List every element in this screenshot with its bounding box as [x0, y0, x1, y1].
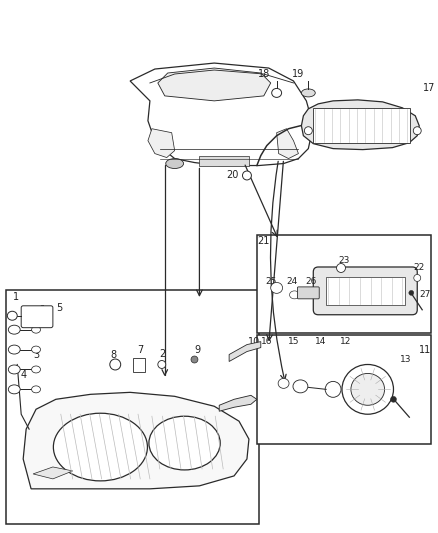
Ellipse shape	[149, 416, 220, 470]
FancyBboxPatch shape	[21, 306, 53, 328]
Bar	[326, 277, 406, 305]
Ellipse shape	[32, 326, 40, 333]
Text: 26: 26	[306, 277, 317, 286]
Ellipse shape	[409, 290, 414, 295]
Ellipse shape	[8, 325, 20, 334]
Ellipse shape	[351, 374, 385, 405]
Ellipse shape	[166, 158, 184, 168]
Text: 13: 13	[399, 355, 411, 364]
Ellipse shape	[414, 274, 421, 281]
Ellipse shape	[293, 380, 308, 393]
Ellipse shape	[278, 378, 289, 389]
Polygon shape	[277, 129, 298, 158]
Bar	[257, 235, 431, 333]
Polygon shape	[148, 129, 175, 158]
Text: 4: 4	[20, 370, 26, 381]
Text: 11: 11	[419, 344, 431, 354]
Polygon shape	[301, 100, 419, 150]
Polygon shape	[158, 68, 271, 101]
Bar	[133, 358, 145, 373]
FancyBboxPatch shape	[297, 287, 319, 299]
Text: 5: 5	[56, 303, 62, 313]
Polygon shape	[130, 63, 313, 166]
Text: 21: 21	[258, 236, 270, 246]
Ellipse shape	[32, 386, 40, 393]
Ellipse shape	[32, 366, 40, 373]
Ellipse shape	[290, 291, 300, 299]
Ellipse shape	[110, 359, 121, 370]
Text: 18: 18	[258, 69, 270, 79]
Polygon shape	[229, 342, 261, 361]
Text: 10: 10	[248, 337, 260, 346]
Text: 19: 19	[292, 69, 304, 79]
FancyBboxPatch shape	[313, 267, 417, 315]
Ellipse shape	[243, 171, 251, 180]
Text: 25: 25	[265, 277, 276, 286]
Text: 27: 27	[420, 290, 431, 300]
Text: 24: 24	[286, 277, 297, 286]
Text: 7: 7	[137, 344, 143, 354]
Bar	[199, 156, 249, 166]
Ellipse shape	[191, 356, 198, 363]
Ellipse shape	[7, 311, 17, 320]
Text: 22: 22	[413, 263, 425, 272]
Text: 16: 16	[261, 337, 272, 346]
Ellipse shape	[336, 263, 346, 272]
Ellipse shape	[304, 127, 312, 135]
Text: 14: 14	[314, 337, 326, 346]
Polygon shape	[33, 467, 73, 479]
Text: 6: 6	[38, 305, 44, 315]
Text: 2: 2	[160, 349, 166, 359]
Text: 8: 8	[110, 350, 117, 360]
Text: 1: 1	[13, 292, 19, 302]
Text: 20: 20	[226, 171, 238, 181]
Bar	[6, 290, 259, 523]
Text: 23: 23	[338, 255, 350, 264]
Ellipse shape	[342, 365, 393, 414]
Ellipse shape	[413, 127, 421, 135]
Ellipse shape	[8, 385, 20, 394]
Ellipse shape	[271, 282, 283, 293]
Ellipse shape	[158, 360, 166, 368]
Ellipse shape	[8, 345, 20, 354]
Ellipse shape	[325, 382, 341, 397]
Ellipse shape	[32, 346, 40, 353]
Text: 17: 17	[423, 83, 435, 93]
Bar	[257, 335, 431, 444]
Polygon shape	[23, 392, 249, 489]
Ellipse shape	[8, 365, 20, 374]
Ellipse shape	[272, 88, 282, 98]
Ellipse shape	[53, 413, 148, 481]
Text: 9: 9	[194, 344, 201, 354]
Polygon shape	[219, 395, 257, 411]
Text: 3: 3	[33, 350, 39, 360]
Ellipse shape	[301, 89, 315, 97]
Text: 12: 12	[340, 337, 352, 346]
Ellipse shape	[391, 397, 396, 402]
Bar	[313, 108, 410, 143]
Text: 15: 15	[288, 337, 299, 346]
